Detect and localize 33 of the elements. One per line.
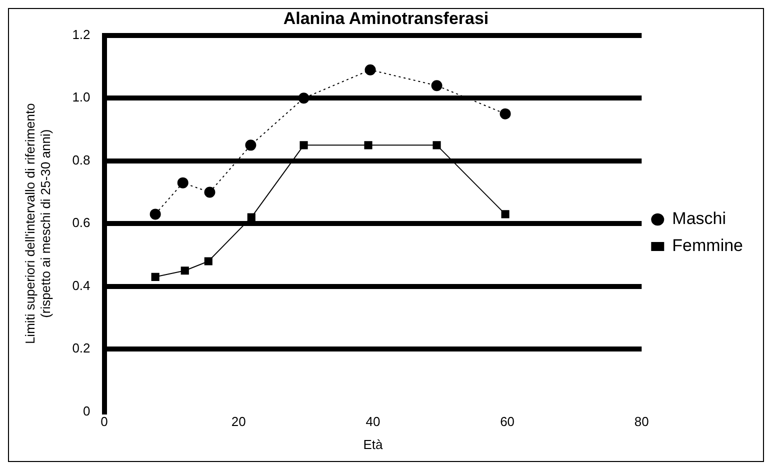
point [431, 80, 442, 92]
point [150, 208, 161, 220]
y-tick-label: 0.8 [72, 152, 90, 168]
point [300, 141, 308, 150]
legend-label: Maschi [672, 209, 726, 228]
x-tick-label: 0 [100, 414, 108, 430]
point [501, 210, 510, 218]
point [204, 257, 212, 266]
legend-label: Femmine [672, 236, 744, 256]
point [204, 186, 216, 198]
y-tick-label: 0.2 [72, 340, 90, 356]
point [245, 140, 256, 151]
y-tick-label: 1.0 [72, 90, 90, 105]
y-tick-label: 0.4 [72, 278, 90, 293]
y-tick-label: 0 [83, 403, 90, 418]
point [364, 64, 376, 76]
x-tick-label: 40 [366, 414, 380, 430]
x-axis-title: Età [363, 436, 384, 452]
point [364, 141, 372, 150]
point [177, 177, 188, 188]
point [151, 272, 160, 281]
x-tick-label: 80 [634, 414, 649, 430]
chart-title: Alanina Aminotransferasi [283, 8, 489, 28]
point [298, 92, 310, 104]
point [247, 213, 256, 222]
y-axis-title: Limiti superiori dell'intervallo di riferimento (rispetto ai meschi di 25-30 anni) [22, 103, 53, 344]
point [180, 266, 189, 275]
point [500, 108, 511, 120]
point [432, 141, 441, 150]
x-tick-label: 60 [500, 414, 515, 430]
y-tick-label: 1.2 [72, 26, 90, 42]
y-tick-label: 0.6 [72, 215, 90, 230]
x-tick-label: 20 [231, 414, 246, 430]
